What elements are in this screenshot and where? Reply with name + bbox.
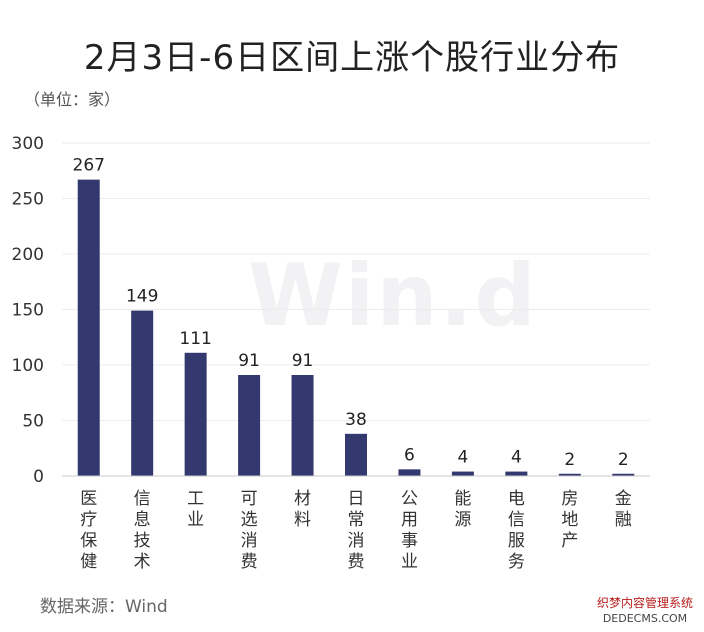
category-label: 电信服务 — [508, 489, 525, 572]
site-watermark-line1: 织梦内容管理系统 — [596, 596, 693, 610]
y-tick-label: 0 — [33, 467, 44, 487]
category-label: 工业 — [187, 489, 204, 530]
value-label: 91 — [238, 351, 260, 371]
bar — [451, 471, 474, 476]
value-label: 267 — [73, 156, 105, 176]
value-label: 4 — [511, 448, 522, 468]
chart-title: 2月3日-6日区间上涨个股行业分布 — [83, 38, 621, 78]
site-watermark-line2: DEDECMS.COM — [602, 612, 688, 625]
grid-lines — [62, 142, 650, 421]
value-label: 6 — [404, 445, 415, 465]
value-label: 4 — [457, 448, 468, 468]
category-labels: 医疗保健 信息技术 工业 可选消费 材料 日常消费 公用事业 能源 电信服务 房地产 金融 — [80, 489, 632, 572]
category-label: 信息技术 — [134, 489, 151, 572]
value-label: 38 — [345, 410, 367, 430]
category-label: 医疗保健 — [80, 489, 97, 572]
bar — [505, 471, 528, 476]
bar — [612, 473, 635, 476]
bar — [77, 179, 100, 476]
bar — [345, 433, 367, 476]
y-tick-label: 50 — [22, 412, 44, 432]
bars — [77, 179, 635, 476]
category-label: 金融 — [615, 489, 632, 530]
site-watermark: 织梦内容管理系统 DEDECMS.COM — [590, 596, 700, 628]
bar — [291, 374, 314, 476]
watermark-logo: Win.d — [248, 246, 538, 346]
y-tick-label: 100 — [12, 356, 44, 376]
y-tick-label: 200 — [12, 245, 44, 265]
value-label: 2 — [564, 450, 575, 470]
value-label: 111 — [179, 329, 211, 349]
bar — [131, 310, 154, 476]
category-label: 材料 — [294, 489, 311, 530]
category-label: 公用事业 — [401, 489, 418, 572]
y-tick-label: 150 — [12, 301, 44, 321]
y-tick-label: 300 — [12, 134, 44, 154]
category-label: 可选消费 — [241, 489, 258, 572]
category-label: 能源 — [454, 489, 471, 530]
category-label: 日常消费 — [348, 489, 365, 572]
category-label: 房地产 — [561, 489, 578, 551]
value-label: 149 — [126, 287, 158, 307]
value-label: 2 — [618, 450, 629, 470]
bar — [398, 469, 421, 476]
value-label: 91 — [292, 351, 314, 371]
value-labels: 267 149 111 91 91 38 6 4 4 2 2 — [73, 156, 629, 470]
y-tick-label: 250 — [12, 190, 44, 210]
bar — [558, 473, 581, 476]
bar — [184, 352, 207, 476]
source-note: 数据来源：Wind — [40, 597, 168, 617]
bar — [238, 374, 261, 476]
unit-label: （单位：家） — [24, 90, 121, 109]
y-axis-ticks: 0 50 100 150 200 250 300 — [12, 134, 44, 487]
